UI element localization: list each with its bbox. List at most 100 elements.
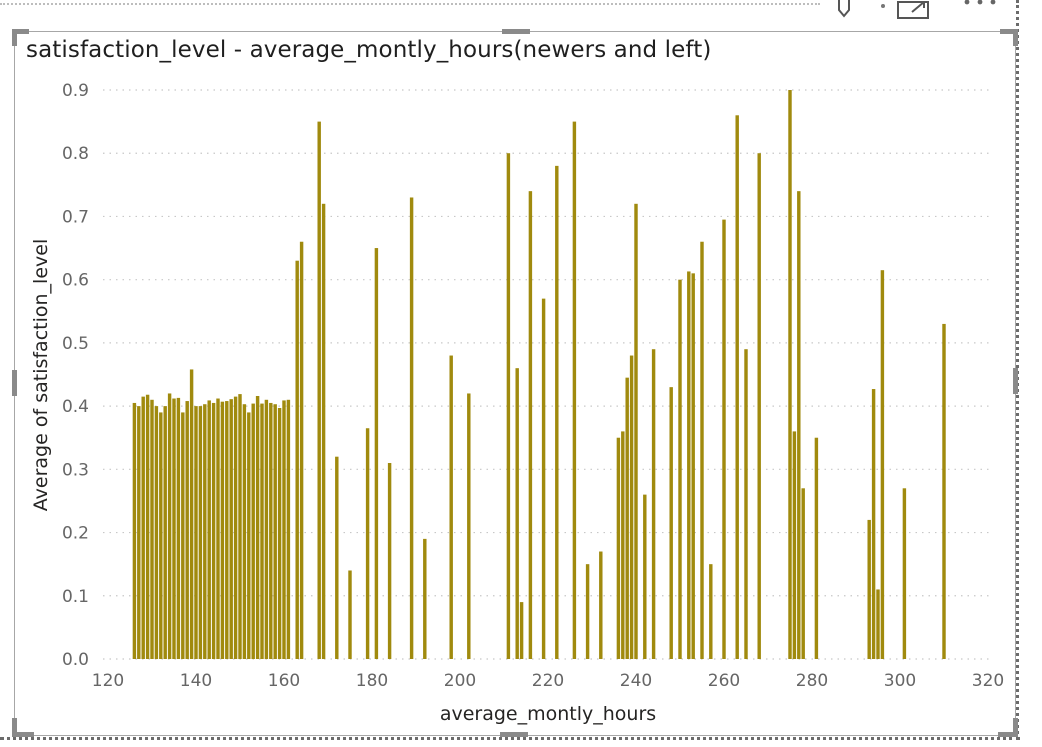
bar[interactable] — [251, 403, 255, 659]
bar[interactable] — [141, 396, 145, 659]
bar[interactable] — [669, 387, 673, 659]
bar[interactable] — [541, 298, 546, 659]
bar[interactable] — [247, 412, 251, 659]
bar[interactable] — [651, 349, 656, 659]
bar[interactable] — [233, 396, 238, 659]
bar[interactable] — [735, 115, 739, 660]
bar[interactable] — [295, 260, 299, 659]
bar[interactable] — [876, 589, 880, 659]
bar[interactable] — [211, 402, 216, 659]
bar[interactable] — [282, 400, 286, 659]
bar[interactable] — [198, 406, 203, 659]
bar[interactable] — [255, 395, 260, 659]
resize-handle-bottom-right-v[interactable] — [1013, 718, 1018, 737]
bar[interactable] — [814, 437, 819, 659]
bar[interactable] — [207, 400, 211, 659]
bar[interactable] — [528, 191, 533, 659]
bar[interactable] — [220, 401, 225, 659]
bar[interactable] — [150, 399, 154, 659]
bar[interactable] — [317, 121, 321, 660]
bar[interactable] — [942, 323, 946, 659]
bar[interactable] — [172, 398, 176, 659]
bar[interactable] — [238, 394, 242, 659]
bar[interactable] — [585, 564, 590, 659]
bar[interactable] — [321, 203, 326, 660]
bar[interactable] — [185, 401, 189, 659]
bar[interactable] — [643, 494, 647, 659]
bar[interactable] — [621, 431, 625, 659]
resize-handle-top-right-v[interactable] — [1013, 29, 1018, 46]
bar[interactable] — [634, 203, 638, 660]
bar[interactable] — [871, 389, 876, 659]
bar[interactable] — [176, 397, 181, 659]
bar[interactable] — [374, 248, 379, 660]
bar[interactable] — [902, 488, 907, 659]
bar[interactable] — [269, 402, 273, 659]
bar[interactable] — [797, 191, 801, 659]
bar[interactable] — [365, 428, 370, 659]
more-options-icon[interactable] — [962, 0, 1002, 10]
bar[interactable] — [801, 488, 805, 659]
bar[interactable] — [515, 368, 519, 659]
bar[interactable] — [616, 437, 621, 659]
bar[interactable] — [467, 393, 471, 659]
resize-handle-right-mid[interactable] — [1013, 368, 1018, 394]
bar[interactable] — [599, 551, 603, 659]
bar[interactable] — [335, 456, 339, 659]
bar[interactable] — [709, 564, 713, 659]
bar[interactable] — [687, 271, 691, 659]
focus-mode-icon[interactable] — [896, 0, 934, 20]
bar[interactable] — [867, 519, 871, 659]
visual-container[interactable] — [14, 31, 1016, 736]
bar[interactable] — [273, 404, 277, 659]
bar[interactable] — [625, 377, 629, 659]
bar[interactable] — [154, 406, 159, 659]
bar[interactable] — [387, 463, 392, 659]
bar[interactable] — [792, 431, 797, 659]
bar[interactable] — [555, 165, 559, 659]
bar[interactable] — [137, 406, 141, 659]
bar[interactable] — [757, 153, 761, 659]
bar[interactable] — [159, 412, 163, 659]
bar[interactable] — [167, 393, 172, 659]
bar[interactable] — [216, 398, 220, 659]
bar[interactable] — [700, 241, 704, 659]
bar[interactable] — [629, 355, 634, 659]
resize-handle-top-left[interactable] — [12, 29, 29, 34]
resize-handle-left-mid[interactable] — [12, 370, 17, 396]
bar[interactable] — [506, 153, 511, 659]
bar[interactable] — [348, 570, 352, 659]
bar[interactable] — [194, 406, 198, 659]
bar[interactable] — [722, 219, 726, 659]
bar[interactable] — [691, 273, 695, 659]
bar[interactable] — [189, 369, 194, 659]
bar[interactable] — [409, 197, 414, 659]
bar[interactable] — [572, 121, 577, 660]
bar[interactable] — [744, 349, 748, 659]
bar[interactable] — [181, 412, 185, 659]
resize-handle-bottom-mid[interactable] — [500, 732, 528, 737]
resize-handle-top-left-v[interactable] — [12, 29, 17, 46]
resize-handle-top-mid[interactable] — [502, 29, 530, 34]
bar[interactable] — [229, 399, 233, 659]
resize-handle-bottom-left[interactable] — [12, 732, 34, 737]
bar[interactable] — [242, 404, 247, 659]
bar[interactable] — [519, 602, 524, 659]
bar[interactable] — [132, 402, 137, 659]
bar[interactable] — [788, 90, 792, 659]
bar[interactable] — [260, 403, 264, 659]
bar[interactable] — [880, 270, 885, 659]
bar[interactable] — [225, 401, 229, 659]
pin-icon[interactable] — [832, 0, 856, 20]
bar[interactable] — [678, 279, 682, 659]
bar[interactable] — [423, 538, 427, 659]
resize-handle-bottom-right[interactable] — [998, 732, 1018, 737]
bar[interactable] — [163, 406, 167, 659]
bar[interactable] — [264, 399, 269, 659]
resize-handle-top-right[interactable] — [1000, 29, 1018, 34]
bar[interactable] — [203, 404, 207, 659]
bar[interactable] — [449, 355, 453, 659]
bar[interactable] — [145, 394, 150, 659]
bar[interactable] — [277, 408, 282, 659]
resize-handle-bottom-left-v[interactable] — [12, 718, 17, 737]
